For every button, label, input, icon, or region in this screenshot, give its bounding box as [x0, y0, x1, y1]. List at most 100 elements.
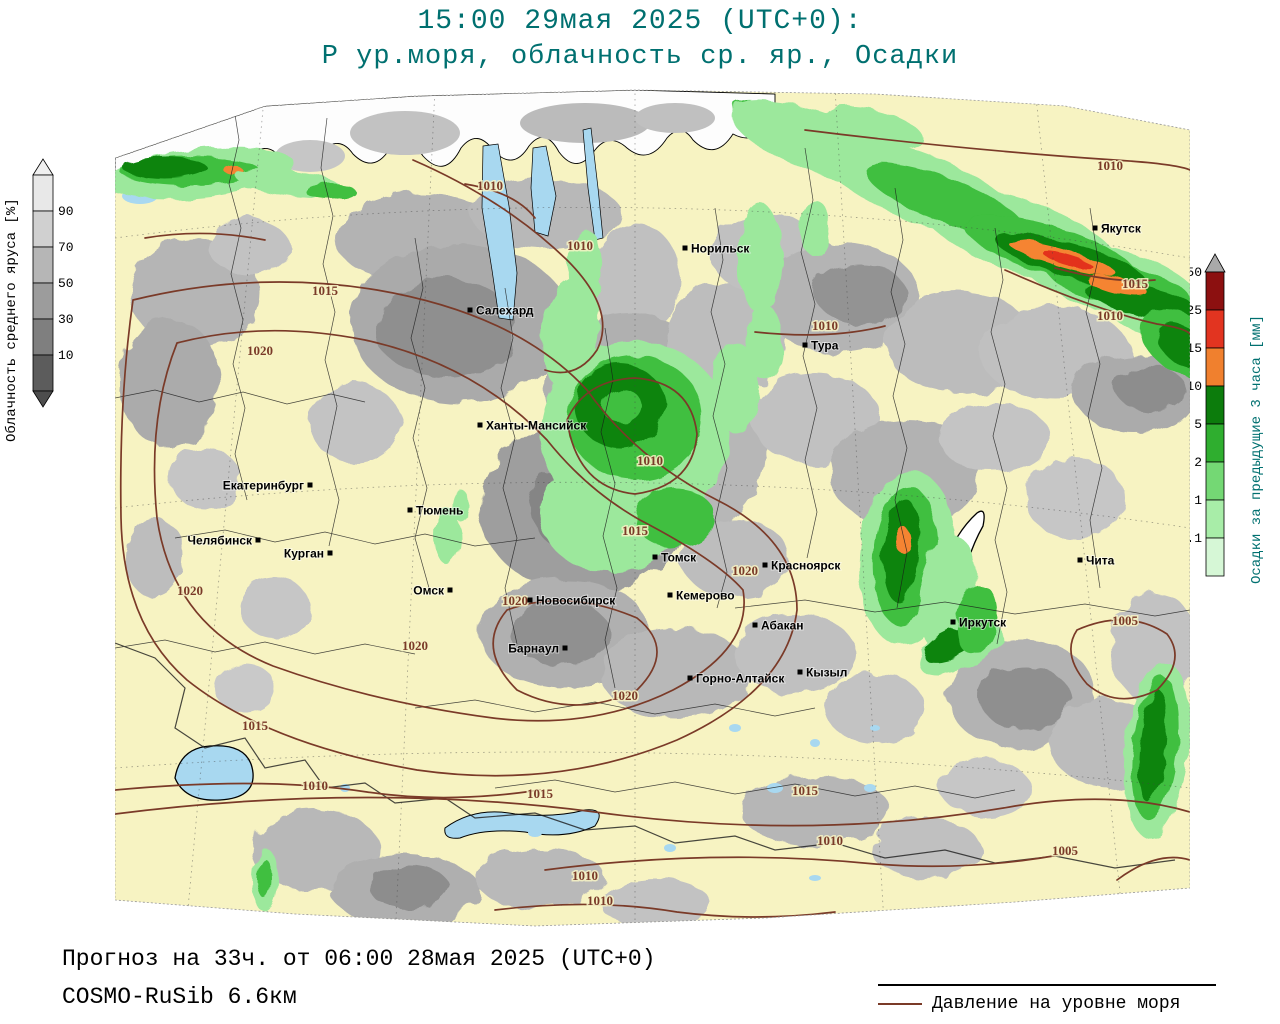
isobar-label: 1020	[177, 583, 203, 598]
isobar-label: 1015	[312, 283, 339, 298]
precip-layer	[115, 99, 1190, 912]
model-info-line: COSMO-RuSib 6.6км	[62, 984, 297, 1010]
isobar-label: 1015	[242, 718, 269, 733]
city-dot-icon	[1092, 225, 1098, 231]
isobar-layer	[115, 129, 1190, 918]
cloudiness-segment	[32, 246, 54, 284]
precip-segment	[1205, 309, 1225, 349]
city-dot-icon	[407, 507, 413, 513]
pressure-isoline-sample	[878, 1003, 922, 1005]
isobar-label: 1020	[732, 563, 758, 578]
cloudiness-colorbar-title: Облачность среднего яруса [%]	[4, 198, 20, 442]
city-dot-icon	[802, 342, 808, 348]
precip-segment	[1205, 385, 1225, 425]
cloudiness-tick-label: 90	[58, 204, 74, 219]
cloudiness-arrow-up-icon	[32, 158, 54, 176]
city-marker: Курган	[283, 546, 333, 562]
city-dot-icon	[255, 537, 261, 543]
city-label: Чита	[1086, 554, 1115, 568]
city-label: Норильск	[691, 242, 750, 256]
city-dot-icon	[667, 592, 673, 598]
cloudiness-segment	[32, 174, 54, 212]
isobar-label: 1005	[1112, 613, 1139, 628]
city-label: Иркутск	[959, 616, 1007, 630]
isobar-label: 1015	[1122, 276, 1149, 291]
cloudiness-colorbar: 90 70 50 30 10	[32, 158, 74, 408]
yenisei-estuary	[582, 127, 604, 241]
map-title-line1: 15:00 29мая 2025 (UTC+0):	[417, 6, 863, 37]
city-marker: Салехард	[467, 303, 535, 319]
lake-southwest	[174, 745, 254, 801]
city-label: Ханты-Мансийск	[486, 419, 587, 433]
city-marker: Горно-Алтайск	[687, 671, 786, 687]
isobar-label: 1020	[402, 638, 428, 653]
isobar-label: 1010	[1097, 158, 1123, 173]
cloudiness-segment	[32, 210, 54, 248]
city-label: Красноярск	[771, 559, 841, 573]
isobar-labels-layer: 1010 1010 1010 1015 1020 1010 1015 1010 1010 1015…	[176, 157, 1151, 910]
city-label: Абакан	[761, 619, 804, 633]
city-dot-icon	[682, 245, 688, 251]
taz-gulf	[530, 145, 557, 237]
city-label: Тюмень	[416, 504, 463, 518]
city-label: Тура	[811, 339, 839, 353]
cloudiness-tick-label: 50	[58, 276, 74, 291]
city-label: Омск	[413, 584, 445, 598]
city-marker: Иркутск	[950, 615, 1008, 631]
precip-tick-label: 10	[1186, 379, 1202, 394]
city-dot-icon	[752, 622, 758, 628]
city-marker: Норильск	[682, 241, 751, 257]
city-label: Кемерово	[676, 589, 735, 603]
city-dot-icon	[447, 587, 453, 593]
pressure-legend: Давление на уровне моря	[878, 984, 1216, 1014]
map-title-line2: Р ур.моря, облачность ср. яр., Осадки	[321, 42, 959, 72]
isobar-label: 1005	[1052, 843, 1079, 858]
city-dot-icon	[797, 669, 803, 675]
isobar-label: 1020	[612, 688, 638, 703]
city-dot-icon	[1077, 557, 1083, 563]
city-label: Барнаул	[508, 642, 559, 656]
city-label: Курган	[284, 547, 324, 561]
city-marker: Якутск	[1092, 221, 1143, 237]
precip-tick-label: 25	[1186, 303, 1202, 318]
city-dot-icon	[477, 422, 483, 428]
city-label: Салехард	[476, 304, 534, 318]
isobar-label: 1015	[527, 786, 554, 801]
precip-segment	[1205, 347, 1225, 387]
precip-tick-label: 1	[1194, 493, 1202, 508]
precip-arrow-up-icon	[1204, 253, 1226, 273]
domain-border	[115, 89, 1190, 927]
city-marker: Тюмень	[407, 503, 464, 519]
city-marker: Чита	[1077, 553, 1116, 569]
city-dot-icon	[562, 645, 568, 651]
precip-segment	[1205, 461, 1225, 501]
isobar-label: 1010	[567, 238, 593, 253]
city-dot-icon	[762, 562, 768, 568]
isobar-label: 1010	[302, 778, 328, 793]
city-label: Томск	[661, 551, 697, 565]
cities-layer: Якутск Норильск Салехард Тура Ханты-Мансийск…	[187, 221, 1143, 687]
cloudiness-arrow-down-icon	[32, 390, 54, 408]
isobar-label: 1015	[622, 523, 649, 538]
precip-tick-label: 15	[1186, 341, 1202, 356]
city-dot-icon	[467, 307, 473, 313]
isobar-label: 1010	[477, 178, 503, 193]
isobar-label: 1010	[587, 893, 613, 908]
city-dot-icon	[687, 675, 693, 681]
city-marker: Тура	[802, 338, 840, 354]
isobar-label: 1020	[502, 593, 528, 608]
city-marker: Красноярск	[762, 558, 842, 574]
precip-segment	[1205, 271, 1225, 311]
isobar-label: 1010	[572, 868, 598, 883]
city-marker: Челябинск	[187, 533, 261, 549]
isobar-label: 1010	[1097, 308, 1123, 323]
city-dot-icon	[527, 597, 533, 603]
isobar-label: 1015	[792, 783, 819, 798]
city-label: Горно-Алтайск	[696, 672, 785, 686]
city-dot-icon	[652, 554, 658, 560]
ob-gulf	[481, 143, 518, 321]
cloudiness-tick-label: 10	[58, 348, 74, 363]
isobar-label: 1020	[247, 343, 273, 358]
